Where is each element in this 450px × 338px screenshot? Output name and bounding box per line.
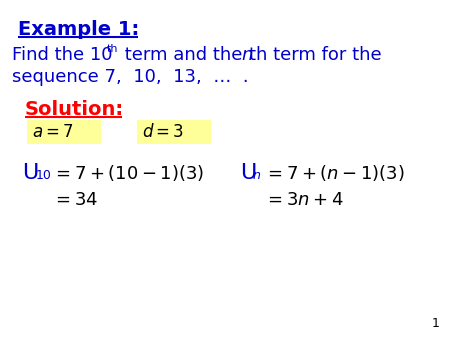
Text: $d = 3$: $d = 3$	[142, 123, 184, 141]
Text: Solution:: Solution:	[25, 100, 124, 119]
FancyBboxPatch shape	[27, 120, 101, 144]
Text: $= 3n + 4$: $= 3n + 4$	[264, 191, 343, 209]
Text: $= 34$: $= 34$	[52, 191, 98, 209]
FancyBboxPatch shape	[137, 120, 211, 144]
Text: th term for the: th term for the	[249, 46, 382, 64]
Text: U: U	[22, 163, 38, 183]
Text: term and the: term and the	[119, 46, 248, 64]
Text: $a = 7$: $a = 7$	[32, 123, 74, 141]
Text: $= 7 + (10-1)(3)$: $= 7 + (10-1)(3)$	[52, 163, 204, 183]
Text: th: th	[107, 44, 118, 54]
Text: n: n	[253, 169, 261, 182]
Text: U: U	[240, 163, 256, 183]
Text: Example 1:: Example 1:	[18, 20, 139, 39]
Text: 10: 10	[36, 169, 52, 182]
Text: n: n	[241, 46, 252, 64]
Text: $= 7 + (n-1)(3)$: $= 7 + (n-1)(3)$	[264, 163, 405, 183]
Text: sequence 7,  10,  13,  …  .: sequence 7, 10, 13, … .	[12, 68, 248, 86]
Text: Find the 10: Find the 10	[12, 46, 113, 64]
Text: 1: 1	[432, 317, 440, 330]
